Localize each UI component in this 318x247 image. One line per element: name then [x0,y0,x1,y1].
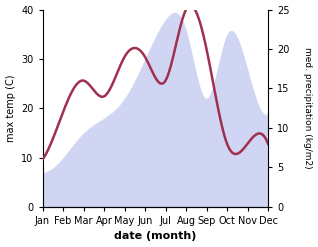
Y-axis label: med. precipitation (kg/m2): med. precipitation (kg/m2) [303,47,313,169]
X-axis label: date (month): date (month) [114,231,197,242]
Y-axis label: max temp (C): max temp (C) [5,74,16,142]
